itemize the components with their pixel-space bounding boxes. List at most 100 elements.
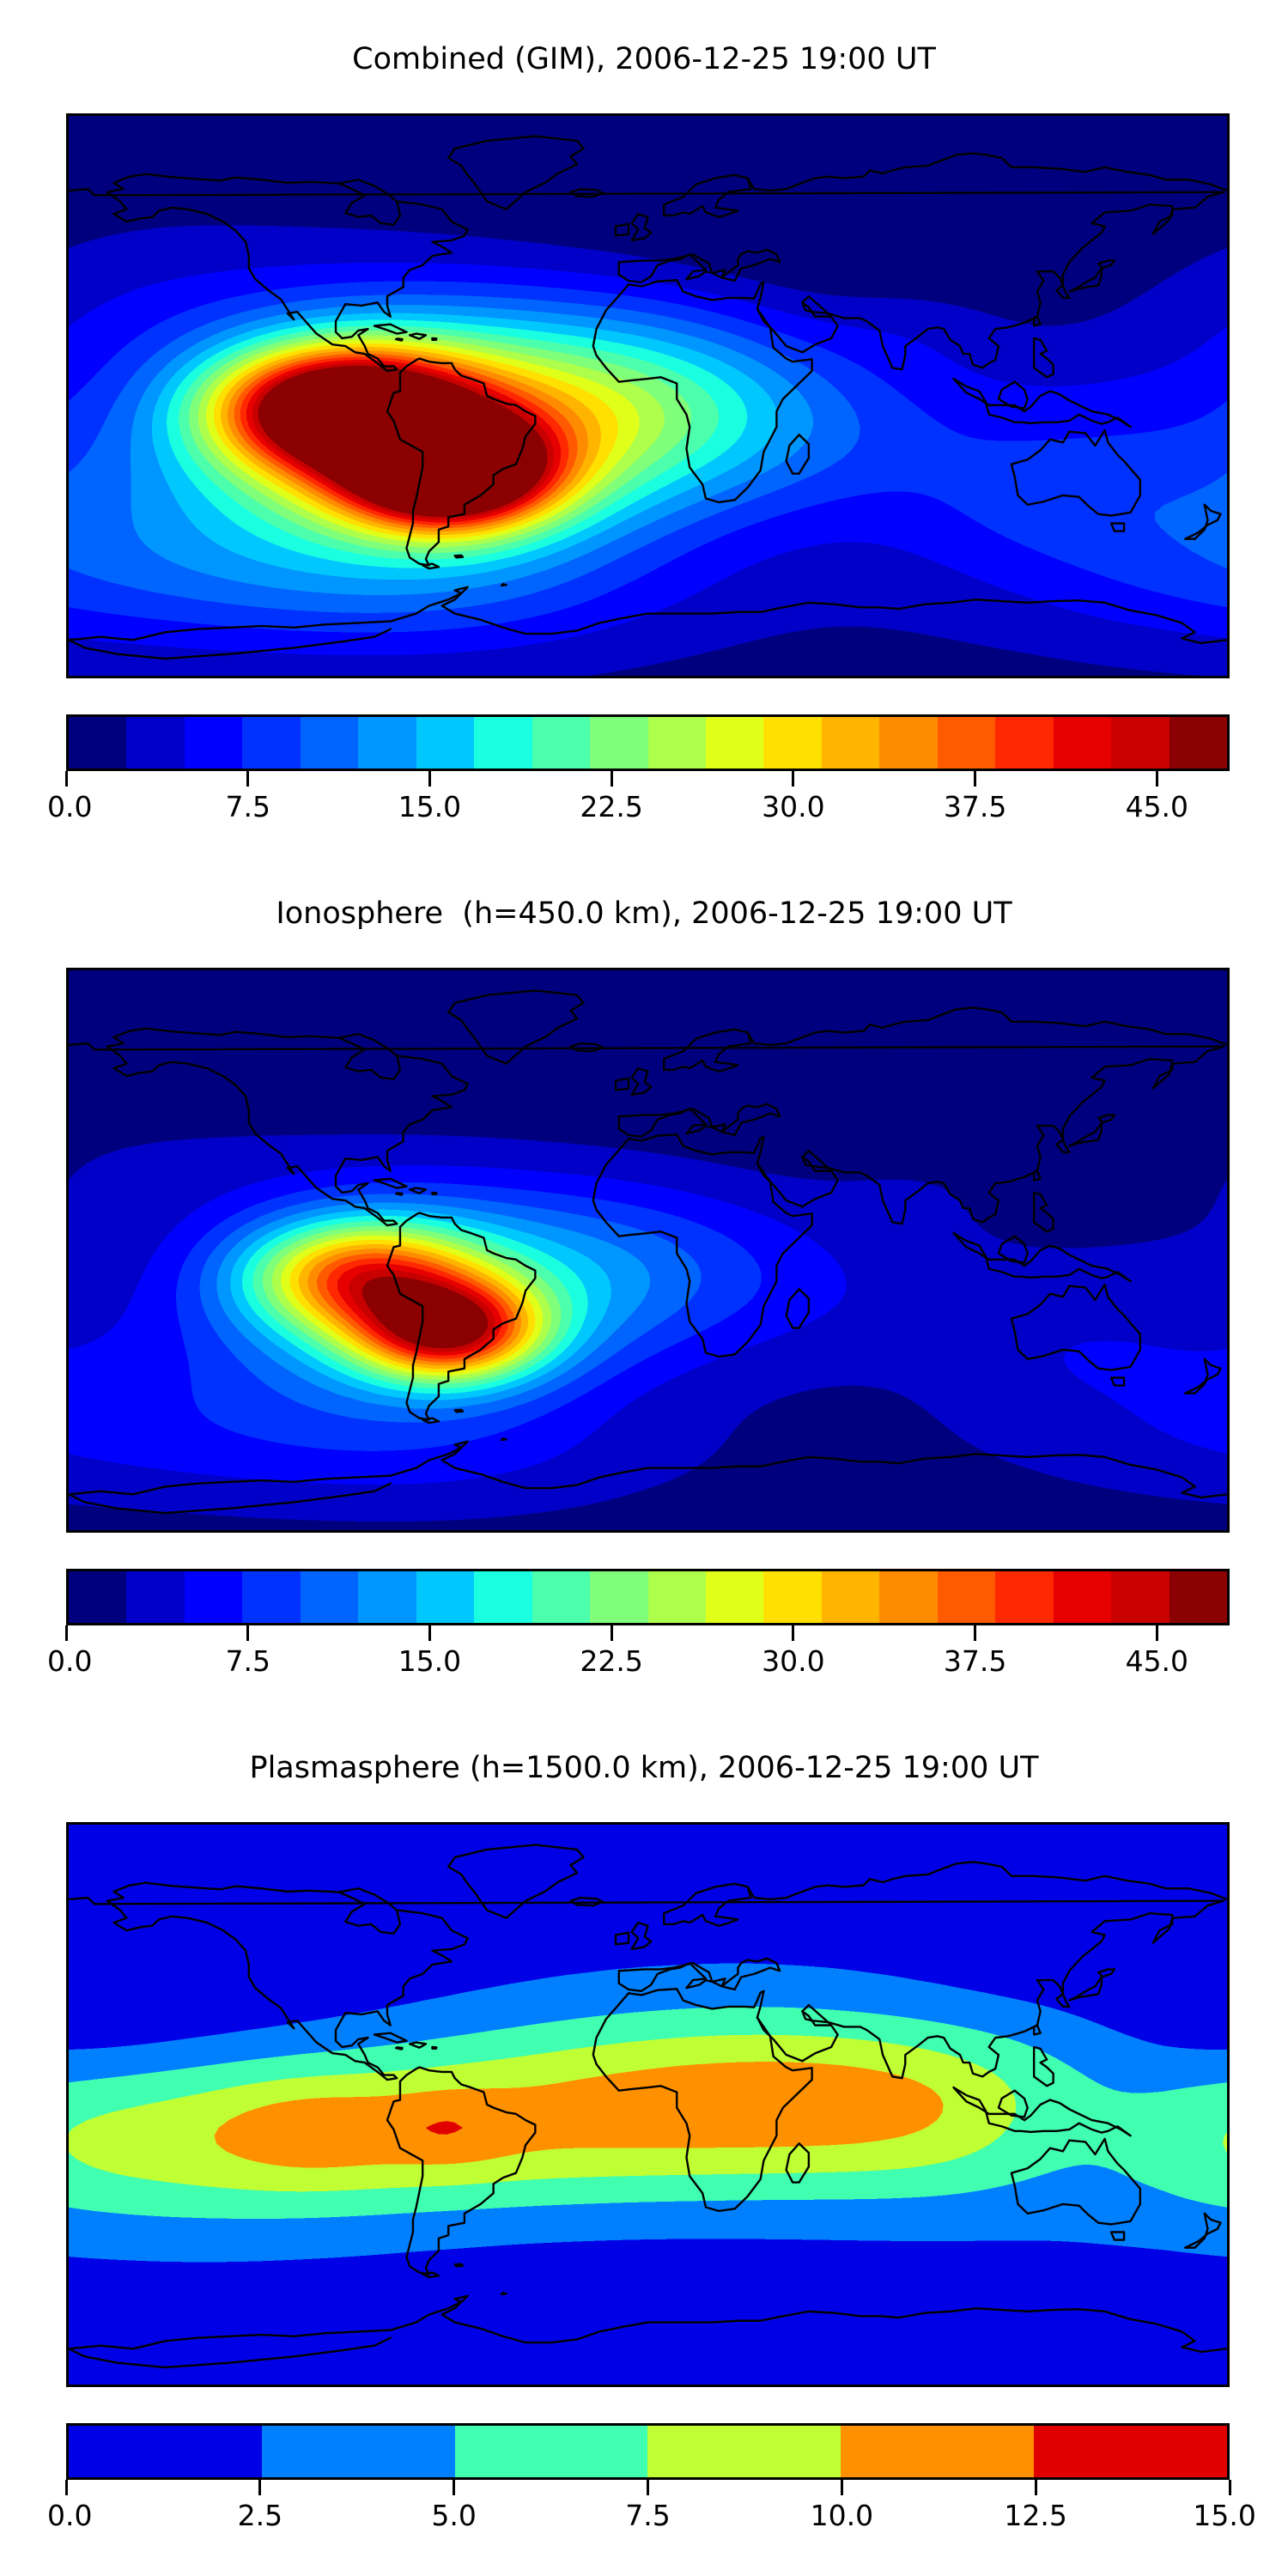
colorbar-tick-label: 22.5 bbox=[580, 1644, 643, 1678]
coastline-path bbox=[632, 1068, 651, 1095]
colorbar-tick bbox=[64, 771, 68, 787]
coastline-path bbox=[455, 587, 468, 593]
colorbar-tick bbox=[610, 771, 613, 787]
colorbar-segment bbox=[937, 1571, 996, 1623]
colorbar-strip-ionosphere bbox=[66, 1569, 1230, 1625]
colorbar-segment bbox=[590, 1571, 648, 1623]
coastline-path bbox=[999, 2091, 1028, 2117]
colorbar-segment bbox=[1169, 1571, 1227, 1623]
coastline-path bbox=[1185, 2214, 1220, 2248]
colorbar-tick-label: 12.5 bbox=[1004, 2499, 1067, 2532]
coastline-path bbox=[501, 584, 507, 586]
coastline-path bbox=[664, 1884, 750, 1926]
coastline-path bbox=[107, 1883, 400, 1934]
colorbar-labels-combined: 0.0 7.5 15.0 22.5 30.0 37.5 45.0 bbox=[47, 788, 1230, 826]
coastline-path bbox=[757, 302, 838, 352]
colorbar-tick bbox=[792, 771, 795, 787]
contour-band bbox=[214, 2062, 944, 2168]
coastline-path bbox=[422, 2273, 439, 2277]
coastline-path bbox=[1069, 260, 1114, 291]
colorbar-tick-label: 37.5 bbox=[943, 790, 1007, 823]
colorbar-segment bbox=[358, 1571, 416, 1623]
coastline-path bbox=[501, 2293, 507, 2294]
colorbar-segment bbox=[454, 2426, 648, 2477]
coastline-path bbox=[455, 2264, 463, 2267]
colorbar-segment bbox=[69, 717, 127, 769]
colorbar-segment bbox=[705, 1571, 764, 1623]
panel-plasmasphere: Plasmasphere (h=1500.0 km), 2006-12-25 1… bbox=[0, 1709, 1288, 2576]
colorbar-tick bbox=[258, 2480, 262, 2495]
coastline-path bbox=[1012, 430, 1140, 516]
colorbar-segment bbox=[821, 1571, 880, 1623]
colorbar-segment bbox=[69, 1571, 127, 1623]
coastline-path bbox=[1056, 285, 1069, 297]
coastline-path bbox=[1111, 1378, 1124, 1386]
coastlines-ionosphere bbox=[69, 991, 1227, 1514]
colorbar-tick-label: 0.0 bbox=[46, 790, 93, 823]
coastline-path bbox=[1056, 1139, 1069, 1151]
coastline-path bbox=[69, 1448, 1227, 1498]
colorbar-segment bbox=[416, 717, 475, 769]
map-canvas-combined bbox=[69, 116, 1227, 676]
colorbar-segment bbox=[995, 1571, 1054, 1623]
colorbar-tick bbox=[246, 771, 250, 787]
contour-fill-combined bbox=[69, 116, 1227, 676]
coastline-path bbox=[632, 1923, 651, 1949]
contour-fill-ionosphere bbox=[69, 970, 1227, 1530]
colorbar-tick bbox=[840, 2480, 843, 2495]
colorbar-segment bbox=[474, 1571, 532, 1623]
colorbar-segment bbox=[242, 717, 301, 769]
colorbar-segment bbox=[1169, 717, 1227, 769]
colorbar-segment bbox=[416, 1571, 475, 1623]
colorbar-segment bbox=[126, 1571, 185, 1623]
panel-title-combined: Combined (GIM), 2006-12-25 19:00 UT bbox=[352, 42, 936, 76]
colorbar-combined: 0.0 7.5 15.0 22.5 30.0 37.5 45.0 bbox=[47, 714, 1230, 826]
colorbar-segment bbox=[532, 717, 591, 769]
coastline-path bbox=[616, 1933, 629, 1945]
colorbar-tick-label: 0.0 bbox=[46, 2499, 93, 2532]
colorbar-segment bbox=[995, 717, 1054, 769]
coastline-path bbox=[448, 991, 583, 1064]
colorbar-segment bbox=[879, 717, 938, 769]
colorbar-tick-label: 2.5 bbox=[237, 2499, 283, 2532]
map-canvas-plasmasphere bbox=[69, 1825, 1227, 2385]
coastline-path bbox=[999, 1236, 1028, 1263]
coastline-path bbox=[1034, 2047, 1053, 2086]
colorbar-segment bbox=[647, 717, 706, 769]
coastline-path bbox=[374, 325, 406, 334]
coastline-path bbox=[1185, 505, 1220, 539]
colorbar-labels-ionosphere: 0.0 7.5 15.0 22.5 30.0 37.5 45.0 bbox=[47, 1643, 1230, 1680]
colorbar-segment bbox=[1034, 2426, 1227, 2477]
colorbar-tick-label: 7.5 bbox=[625, 2499, 671, 2532]
colorbar-tick-label: 10.0 bbox=[810, 2499, 874, 2532]
colorbar-segment bbox=[841, 2426, 1035, 2477]
coastline-path bbox=[757, 2011, 838, 2061]
colorbar-tick bbox=[1155, 771, 1158, 787]
colorbar-segment bbox=[1111, 1571, 1170, 1623]
colorbar-tick bbox=[792, 1625, 795, 1641]
colorbar-ticks-ionosphere bbox=[64, 1625, 1230, 1643]
panel-title-ionosphere: Ionosphere (h=450.0 km), 2006-12-25 19:0… bbox=[276, 896, 1012, 931]
colorbar-segment bbox=[532, 1571, 591, 1623]
coastline-path bbox=[69, 189, 1224, 369]
coastline-path bbox=[501, 1438, 507, 1440]
coastline-path bbox=[387, 1213, 535, 1420]
coastline-path bbox=[107, 1901, 468, 2080]
map-plasmasphere bbox=[66, 1822, 1230, 2387]
colorbar-tick bbox=[246, 1625, 250, 1641]
colorbar-segment bbox=[358, 717, 416, 769]
colorbar-segment bbox=[184, 717, 243, 769]
coastline-path bbox=[410, 2043, 426, 2048]
colorbar-labels-plasmasphere: 0.0 2.5 5.0 7.5 10.0 12.5 15.0 bbox=[47, 2497, 1256, 2535]
colorbar-tick-label: 7.5 bbox=[225, 1644, 270, 1678]
coastline-path bbox=[410, 1188, 426, 1194]
coastline-path bbox=[432, 338, 436, 340]
colorbar-segment bbox=[1053, 1571, 1112, 1623]
coastline-path bbox=[455, 556, 463, 558]
coastline-path bbox=[69, 593, 1227, 643]
coastline-path bbox=[107, 1029, 400, 1079]
coastline-path bbox=[748, 1007, 1227, 1044]
colorbar-segment bbox=[821, 717, 880, 769]
colorbar-tick bbox=[1034, 2480, 1037, 2495]
